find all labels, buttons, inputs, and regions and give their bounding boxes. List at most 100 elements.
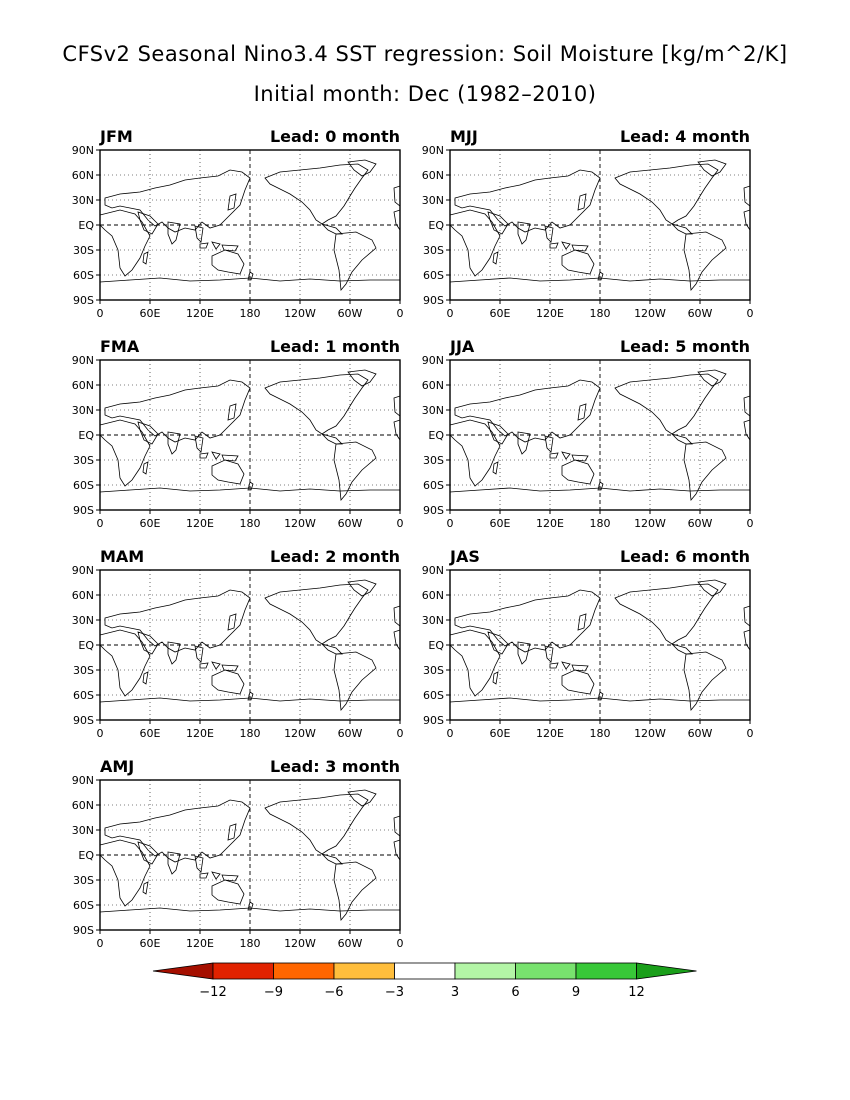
anomaly-cell	[625, 690, 631, 696]
anomaly-cell	[720, 259, 733, 272]
anomaly-cell	[735, 222, 746, 233]
anomaly-cell	[731, 633, 738, 640]
colorbar-segment	[333, 962, 395, 980]
anomaly-cell	[385, 672, 393, 680]
anomaly-cell	[312, 439, 320, 446]
anomaly-cell	[599, 187, 611, 200]
anomaly-cell	[111, 474, 116, 480]
anomaly-cell	[614, 452, 620, 458]
anomaly-cell	[673, 668, 681, 675]
lon-tick-label: 60E	[490, 307, 511, 320]
anomaly-cell	[308, 266, 320, 278]
anomaly-cell	[375, 160, 390, 169]
anomaly-cell	[463, 370, 472, 375]
anomaly-cell	[730, 633, 738, 641]
anomaly-cell	[561, 441, 568, 448]
anomaly-cell	[626, 226, 639, 238]
anomaly-cell	[651, 221, 662, 232]
lat-tick-label: EQ	[78, 429, 94, 442]
anomaly-cell	[264, 622, 271, 629]
anomaly-cell	[376, 877, 383, 884]
anomaly-cell	[158, 580, 169, 587]
anomaly-cell	[564, 370, 574, 375]
colorbar-segment	[212, 962, 274, 980]
anomaly-cell	[350, 824, 357, 832]
anomaly-cell	[507, 598, 515, 606]
anomaly-cell	[741, 456, 750, 468]
anomaly-cell	[368, 846, 382, 861]
anomaly-cell	[269, 632, 281, 644]
anomaly-cell	[706, 201, 719, 215]
anomaly-cell	[252, 252, 263, 264]
anomaly-cell	[357, 478, 370, 491]
anomaly-cell	[244, 580, 254, 589]
anomaly-cell	[499, 177, 510, 188]
anomaly-cell	[596, 259, 610, 273]
anomaly-cell	[279, 454, 285, 460]
lon-tick-label: 60W	[688, 517, 713, 530]
anomaly-cell	[255, 641, 266, 653]
anomaly-cell	[487, 160, 499, 170]
anomaly-cell	[104, 807, 115, 819]
anomaly-cell	[294, 432, 307, 445]
anomaly-cell	[283, 246, 289, 252]
anomaly-cell	[637, 214, 650, 226]
anomaly-cell	[289, 475, 304, 490]
anomaly-cell	[160, 162, 166, 168]
anomaly-cell	[378, 894, 390, 906]
anomaly-cell	[380, 612, 387, 619]
anomaly-cell	[664, 473, 669, 479]
anomaly-cell	[618, 237, 627, 245]
anomaly-cell	[382, 160, 394, 167]
anomaly-cell	[642, 447, 651, 456]
anomaly-cell	[665, 243, 676, 253]
anomaly-cell	[470, 390, 481, 402]
anomaly-cell	[258, 870, 268, 881]
anomaly-cell	[300, 674, 315, 689]
anomaly-cell	[471, 382, 481, 392]
anomaly-cell	[662, 264, 671, 274]
anomaly-cell	[115, 387, 122, 394]
anomaly-cell	[150, 443, 161, 454]
anomaly-cell	[722, 470, 728, 476]
lon-tick-label: 0	[97, 307, 104, 320]
anomaly-cell	[630, 425, 638, 433]
anomaly-cell	[663, 454, 668, 459]
anomaly-cell	[257, 853, 271, 867]
anomaly-cell	[389, 885, 395, 890]
anomaly-cell	[622, 634, 627, 639]
anomaly-cell	[518, 453, 525, 461]
anomaly-cell	[281, 682, 296, 696]
anomaly-cell	[375, 666, 389, 679]
anomaly-cell	[247, 625, 259, 637]
anomaly-cell	[187, 241, 194, 247]
anomaly-cell	[199, 168, 205, 173]
anomaly-cell	[740, 464, 750, 478]
anomaly-cell	[238, 426, 249, 436]
anomaly-cell	[480, 378, 487, 385]
anomaly-cell	[268, 887, 281, 899]
anomaly-cell	[656, 683, 665, 692]
anomaly-cell	[668, 160, 676, 167]
gridlines	[450, 570, 750, 720]
anomaly-cell	[518, 596, 526, 604]
anomaly-cell	[279, 403, 285, 408]
anomaly-cell	[291, 476, 301, 485]
anomaly-cell	[104, 180, 110, 185]
anomaly-cell	[725, 580, 735, 590]
anomaly-cell	[168, 895, 177, 904]
anomaly-cell	[293, 863, 307, 877]
anomaly-cell	[143, 601, 151, 608]
anomaly-cell	[640, 440, 654, 453]
anomaly-cell	[370, 598, 384, 613]
anomaly-cell	[349, 207, 363, 221]
anomaly-cell	[636, 622, 649, 635]
anomaly-cell	[450, 482, 456, 487]
anomaly-cell	[359, 896, 366, 904]
anomaly-cell	[531, 443, 546, 457]
anomaly-cell	[218, 656, 227, 664]
anomaly-cell	[727, 176, 735, 185]
anomaly-cell	[187, 266, 200, 278]
anomaly-cell	[303, 680, 312, 689]
anomaly-cell	[473, 580, 481, 588]
